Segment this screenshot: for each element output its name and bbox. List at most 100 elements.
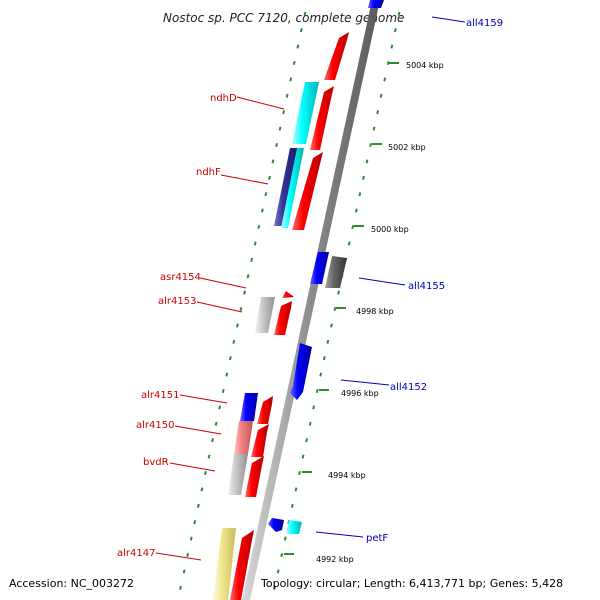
minor-tick-left (296, 44, 300, 49)
minor-tick-left (278, 126, 282, 131)
gene-asr4154[interactable] (282, 291, 294, 298)
gene-all4152[interactable] (290, 343, 312, 400)
minor-tick-right (372, 126, 376, 131)
minor-tick-right (337, 290, 340, 295)
minor-tick-left (285, 93, 289, 98)
gene-alr4150[interactable] (251, 424, 269, 457)
minor-tick-right (347, 241, 351, 246)
minor-tick-right (397, 11, 401, 16)
minor-tick-left (189, 536, 193, 541)
minor-tick-left (271, 159, 275, 164)
gene-alr4151[interactable] (257, 396, 273, 424)
gene-cyan-ndhF-pair[interactable] (281, 148, 304, 228)
gene-bvdR[interactable] (245, 456, 264, 497)
minor-tick-right (326, 339, 330, 344)
gene-alr4153[interactable] (274, 301, 292, 335)
minor-tick-right (312, 405, 316, 410)
label-all4152[interactable]: all4152 (390, 382, 427, 393)
minor-tick-right (365, 159, 369, 164)
connector-bvdR (169, 462, 216, 472)
gene-labels: all4159 ndhD ndhF all4155 asr4154 alr415… (117, 18, 503, 559)
scale-label-5004: 5004 kbp (406, 61, 444, 70)
scale-labels: 5004 kbp 5002 kbp 5000 kbp 4998 kbp 4996… (284, 61, 444, 564)
gene-forward-ndhF-pair[interactable] (292, 152, 323, 230)
scale-label-4998: 4998 kbp (356, 307, 394, 316)
minor-tick-left (282, 110, 286, 115)
connector-all4155 (358, 277, 406, 286)
genome-summary-text: Topology: circular; Length: 6,413,771 bp… (260, 577, 563, 590)
tick-marks (179, 11, 401, 590)
minor-tick-left (246, 274, 250, 279)
minor-tick-left (228, 356, 232, 361)
label-alr4147[interactable]: alr4147 (117, 548, 155, 559)
gene-grey-alr4153-pair[interactable] (255, 297, 275, 333)
minor-tick-right (333, 306, 337, 312)
gene-grey-bvdR-pair[interactable] (228, 454, 248, 495)
label-alr4150[interactable]: alr4150 (136, 420, 174, 431)
scale-label-4996: 4996 kbp (341, 389, 379, 398)
gene-features (213, 0, 384, 600)
gene-blue-petF-pair[interactable] (268, 518, 284, 532)
minor-tick-left (299, 28, 303, 33)
minor-tick-right (305, 438, 308, 443)
minor-tick-left (186, 552, 190, 558)
label-petF[interactable]: petF (366, 533, 388, 544)
gene-forward-top[interactable] (324, 32, 349, 80)
gene-all4155[interactable] (310, 252, 329, 284)
minor-tick-left (239, 306, 243, 312)
connector-ndhF (220, 174, 269, 185)
gene-dark-grey[interactable] (325, 256, 347, 288)
gene-pink-alr4150-pair[interactable] (234, 421, 253, 454)
minor-tick-right (351, 224, 355, 230)
label-all4155[interactable]: all4155 (408, 281, 445, 292)
minor-tick-left (260, 208, 264, 213)
minor-tick-right (354, 208, 358, 213)
connector-all4152 (340, 379, 390, 386)
minor-tick-right (319, 372, 323, 377)
minor-tick-right (308, 421, 312, 426)
gene-ndhD[interactable] (292, 82, 319, 144)
gene-khaki-alr4147-pair[interactable] (213, 528, 236, 600)
connector-alr4147 (155, 552, 202, 561)
connector-petF (315, 531, 364, 538)
connector-alr4150 (174, 425, 222, 435)
minor-tick-left (243, 290, 246, 295)
minor-tick-left (218, 405, 222, 410)
minor-tick-right (379, 93, 383, 98)
minor-tick-right (283, 536, 287, 541)
gene-alr4147[interactable] (230, 530, 254, 600)
label-all4159[interactable]: all4159 (466, 18, 503, 29)
gene-blue-alr4151-pair[interactable] (240, 393, 258, 421)
accession-text: Accession: NC_003272 (9, 577, 134, 590)
gene-ndhF[interactable] (274, 148, 298, 226)
minor-tick-left (257, 224, 261, 230)
minor-tick-left (303, 11, 307, 16)
minor-tick-right (369, 142, 372, 148)
minor-tick-right (273, 585, 276, 590)
minor-tick-left (200, 487, 204, 492)
connector-all4159 (431, 16, 466, 23)
minor-tick-right (290, 503, 294, 508)
gene-all4159[interactable] (368, 0, 384, 8)
minor-tick-left (193, 520, 197, 525)
connector-alr4153 (196, 301, 243, 313)
label-alr4153[interactable]: alr4153 (158, 296, 196, 307)
minor-tick-left (214, 421, 218, 426)
label-asr4154[interactable]: asr4154 (160, 272, 201, 283)
label-alr4151[interactable]: alr4151 (141, 390, 179, 401)
minor-tick-right (298, 470, 301, 476)
minor-tick-left (182, 569, 186, 574)
scale-label-4994: 4994 kbp (328, 471, 366, 480)
minor-tick-left (292, 60, 296, 66)
label-ndhF[interactable]: ndhF (196, 167, 221, 178)
gene-forward-ndhD-pair[interactable] (310, 86, 334, 150)
minor-tick-left (275, 142, 278, 148)
minor-tick-right (294, 487, 298, 492)
minor-tick-right (358, 192, 362, 197)
minor-tick-right (376, 110, 380, 115)
label-bvdR[interactable]: bvdR (143, 457, 169, 468)
label-ndhD[interactable]: ndhD (210, 93, 237, 104)
gene-petF[interactable] (286, 520, 302, 534)
minor-tick-left (232, 339, 236, 344)
